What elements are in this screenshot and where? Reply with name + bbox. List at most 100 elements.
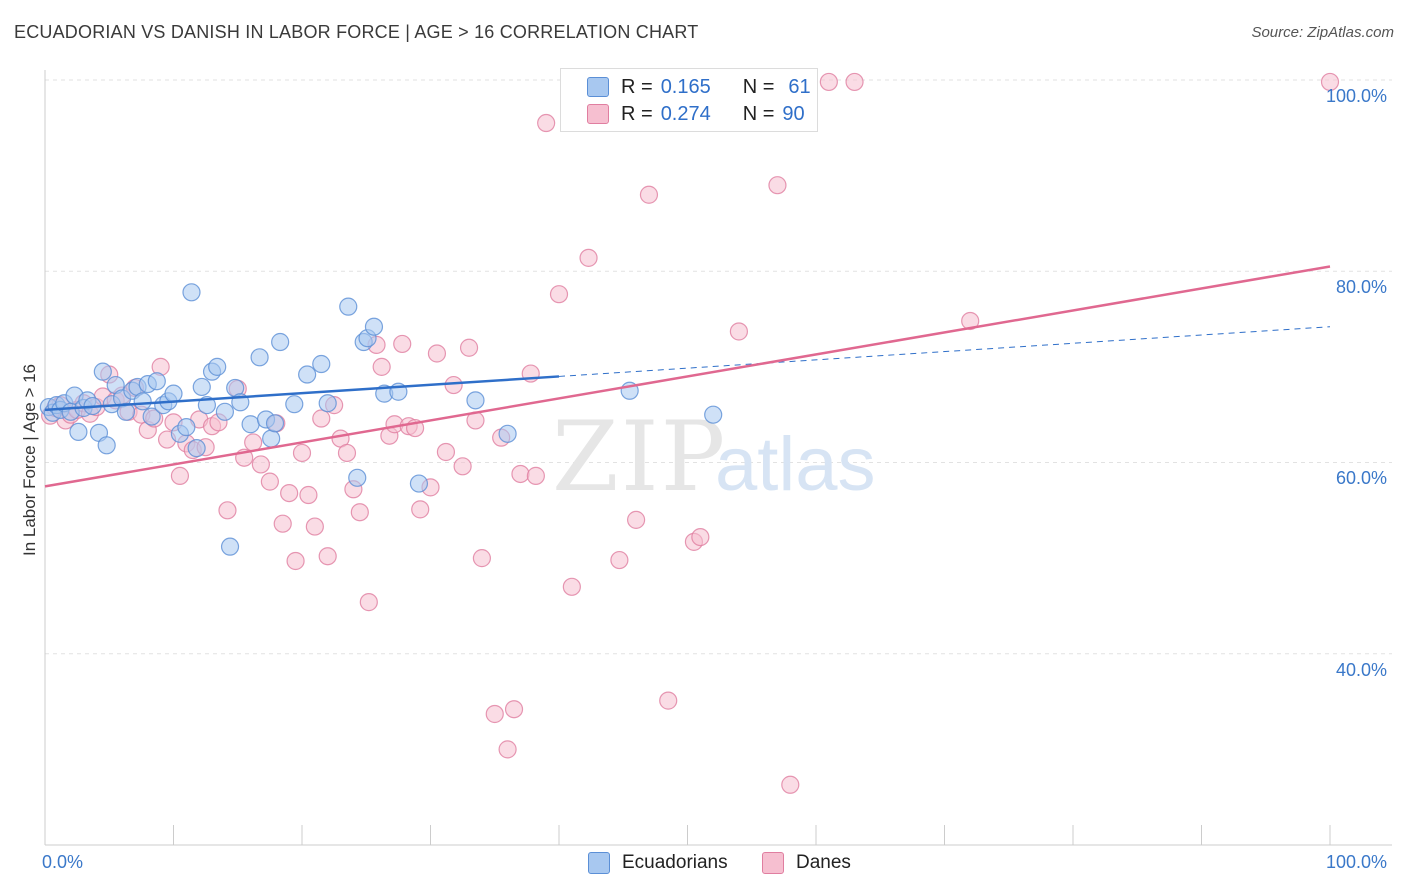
ecuadorians-point-57 <box>466 391 485 410</box>
danes-point-40 <box>305 517 324 536</box>
danes-swatch <box>587 104 609 124</box>
danes-point-58 <box>427 344 447 363</box>
danes-point-53 <box>393 334 412 354</box>
ecuadorians-point-42 <box>262 429 281 448</box>
danes-point-45 <box>337 443 357 463</box>
danes-point-75 <box>579 248 598 267</box>
ecuadorians-point-17 <box>116 402 136 421</box>
ecuadorians-r-value: 0.165 <box>660 75 711 98</box>
danes-point-50 <box>372 357 391 376</box>
danes-point-88 <box>961 311 980 331</box>
danes-point-31 <box>244 433 263 452</box>
ecuadorians-point-12 <box>93 362 112 381</box>
bottom-danes-label: Danes <box>796 852 851 873</box>
ecuadorians-point-56 <box>409 474 429 493</box>
ecuadorians-trendline <box>44 375 560 412</box>
watermark-atlas: atlas <box>715 422 876 507</box>
danes-point-32 <box>251 455 270 474</box>
ecuadorians-point-60 <box>704 405 723 424</box>
danes-point-77 <box>626 510 646 529</box>
danes-point-47 <box>350 503 369 522</box>
danes-point-73 <box>549 285 569 304</box>
danes-point-39 <box>299 485 318 505</box>
ecuadorians-point-46 <box>298 365 317 384</box>
ecuadorians-point-47 <box>312 354 331 374</box>
danes-point-33 <box>260 472 279 491</box>
axes <box>44 70 1392 846</box>
danes-point-64 <box>472 549 491 568</box>
danes-point-60 <box>444 375 463 395</box>
danes-point-72 <box>537 113 556 133</box>
correlation-legend: R = 0.165 N = 61 R = 0.274 N = 90 <box>560 68 818 132</box>
legend-row-danes: R = 0.274 N = 90 <box>587 102 805 126</box>
danes-point-65 <box>485 704 504 724</box>
danes-point-82 <box>729 322 749 341</box>
danes-point-59 <box>436 442 456 462</box>
danes-point-48 <box>359 593 378 612</box>
y-tick-label-80: 80.0% <box>1336 277 1388 297</box>
danes-point-61 <box>453 457 472 476</box>
y-tick-label-100: 100.0% <box>1326 86 1388 106</box>
danes-point-76 <box>610 550 629 570</box>
ecuadorians-series <box>39 283 723 556</box>
danes-point-38 <box>292 443 312 463</box>
watermark-zip: ZIP <box>552 401 727 513</box>
ecuadorians-r-label: R = <box>621 75 653 98</box>
ecuadorians-point-20 <box>133 392 152 411</box>
ecuadorians-point-48 <box>318 394 337 413</box>
ecuadorians-point-7 <box>69 422 88 441</box>
danes-trendline <box>44 265 1331 488</box>
danes-r-label: R = <box>621 102 653 125</box>
ecuadorians-point-53 <box>364 317 384 336</box>
bottom-ecuadorians-swatch <box>588 852 610 874</box>
danes-point-42 <box>318 547 337 566</box>
danes-point-74 <box>562 577 581 596</box>
ecuadorians-point-26 <box>164 384 183 403</box>
danes-point-56 <box>411 500 430 519</box>
ecuadorians-point-28 <box>177 418 196 437</box>
ecuadorians-point-45 <box>285 395 304 414</box>
danes-point-36 <box>280 484 299 503</box>
danes-point-71 <box>526 466 545 485</box>
danes-point-81 <box>691 527 710 547</box>
danes-n-value: 90 <box>782 102 805 125</box>
danes-point-37 <box>286 551 305 571</box>
danes-point-86 <box>819 72 838 92</box>
ecuadorians-point-40 <box>250 348 269 367</box>
danes-point-84 <box>781 775 800 794</box>
bottom-legend-danes: Danes <box>762 852 851 874</box>
ecuadorians-point-49 <box>339 297 358 316</box>
ecuadorians-point-39 <box>241 415 260 434</box>
y-tick-label-40: 40.0% <box>1336 660 1388 680</box>
legend-row-ecuadorians: R = 0.165 N = 61 <box>587 75 811 99</box>
bottom-danes-swatch <box>762 852 784 874</box>
danes-point-89 <box>1320 72 1340 92</box>
ecuadorians-point-36 <box>220 537 240 556</box>
bottom-ecuadorians-label: Ecuadorians <box>622 852 728 873</box>
ecuadorians-swatch <box>587 77 609 97</box>
danes-point-62 <box>459 338 479 357</box>
ecuadorians-point-23 <box>147 372 166 391</box>
danes-point-78 <box>639 185 659 204</box>
gridlines <box>45 79 1392 655</box>
bottom-legend-ecuadorians: Ecuadorians <box>588 852 728 874</box>
ecuadorians-point-34 <box>208 357 227 376</box>
danes-point-83 <box>768 176 787 195</box>
ecuadorians-point-35 <box>215 402 234 421</box>
y-tick-label-60: 60.0% <box>1336 468 1388 488</box>
danes-point-21 <box>170 466 190 485</box>
ecuadorians-point-44 <box>271 332 290 352</box>
danes-r-value: 0.274 <box>660 102 711 125</box>
danes-point-68 <box>504 700 524 719</box>
ecuadorians-point-50 <box>348 468 367 487</box>
ecuadorians-n-value: 61 <box>788 75 811 98</box>
ecuadorians-point-13 <box>97 436 116 455</box>
source-label: Source: ZipAtlas.com <box>1251 24 1394 41</box>
danes-n-label: N = <box>742 102 775 125</box>
ecuadorians-point-22 <box>142 407 161 426</box>
chart-title: ECUADORIAN VS DANISH IN LABOR FORCE | AG… <box>14 22 699 42</box>
danes-point-69 <box>511 464 530 484</box>
danes-point-35 <box>273 514 292 533</box>
danes-point-79 <box>659 691 678 710</box>
